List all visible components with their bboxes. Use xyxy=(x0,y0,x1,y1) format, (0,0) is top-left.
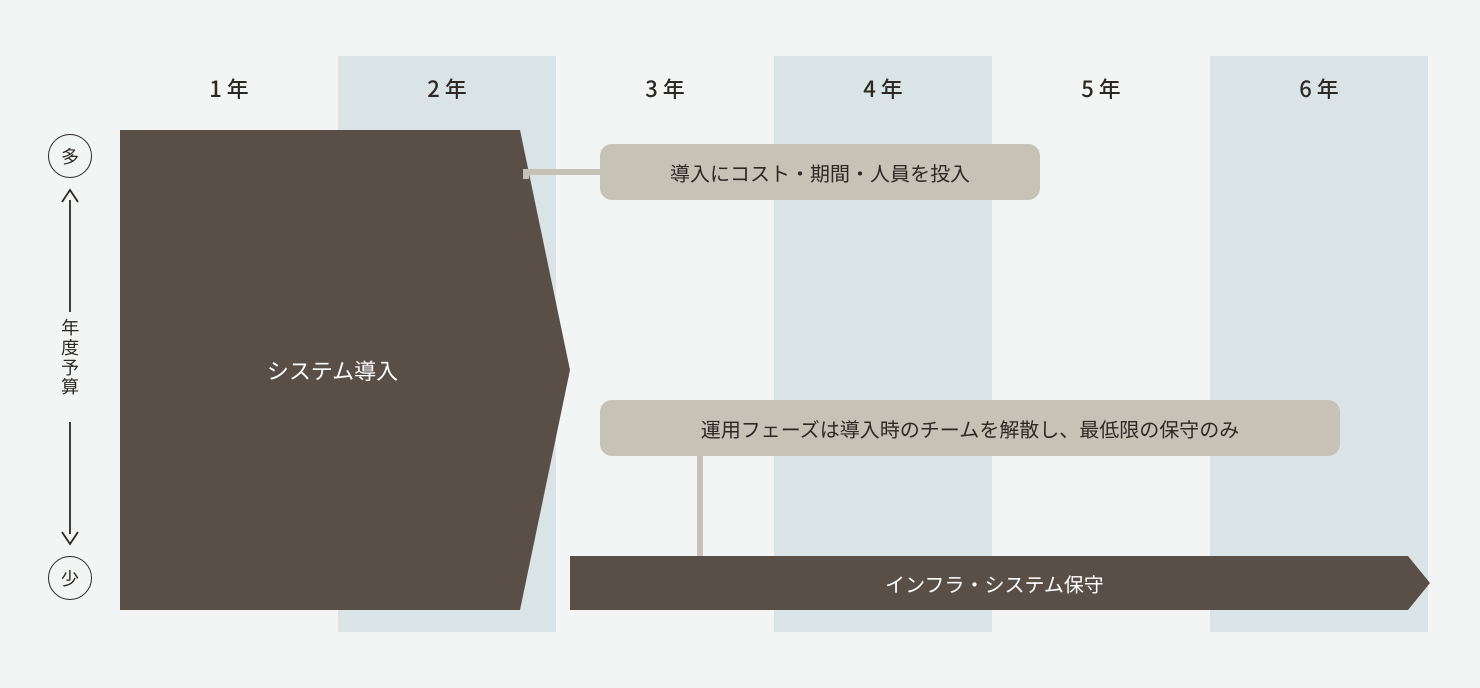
year-label: 2 年 xyxy=(338,72,556,104)
intro-block: システム導入 xyxy=(120,130,570,610)
yaxis-label: 年度予算 xyxy=(50,318,90,397)
yaxis-badge-text: 多 xyxy=(61,143,79,169)
year-label: 5 年 xyxy=(992,72,1210,104)
yaxis-badge-text: 少 xyxy=(61,565,79,591)
maint-block: インフラ・システム保守 xyxy=(570,556,1430,610)
callout-connector xyxy=(523,169,529,179)
intro-label: システム導入 xyxy=(267,354,423,386)
year-label: 6 年 xyxy=(1210,72,1428,104)
year-stripe xyxy=(1210,56,1428,632)
callout-c2: 運用フェーズは導入時のチームを解散し、最低限の保守のみ xyxy=(600,400,1340,456)
year-label: 1 年 xyxy=(120,72,338,104)
yaxis-badge-top: 多 xyxy=(48,134,92,178)
callout-connector xyxy=(697,456,703,556)
year-label: 3 年 xyxy=(556,72,774,104)
yaxis-badge-bottom: 少 xyxy=(48,556,92,600)
callout-c1: 導入にコスト・期間・人員を投入 xyxy=(600,144,1040,200)
maint-label: インフラ・システム保守 xyxy=(885,569,1115,598)
year-label: 4 年 xyxy=(774,72,992,104)
callout-text: 導入にコスト・期間・人員を投入 xyxy=(670,158,970,187)
year-stripe xyxy=(774,56,992,632)
callout-text: 運用フェーズは導入時のチームを解散し、最低限の保守のみ xyxy=(701,414,1239,443)
callout-connector xyxy=(526,169,600,175)
